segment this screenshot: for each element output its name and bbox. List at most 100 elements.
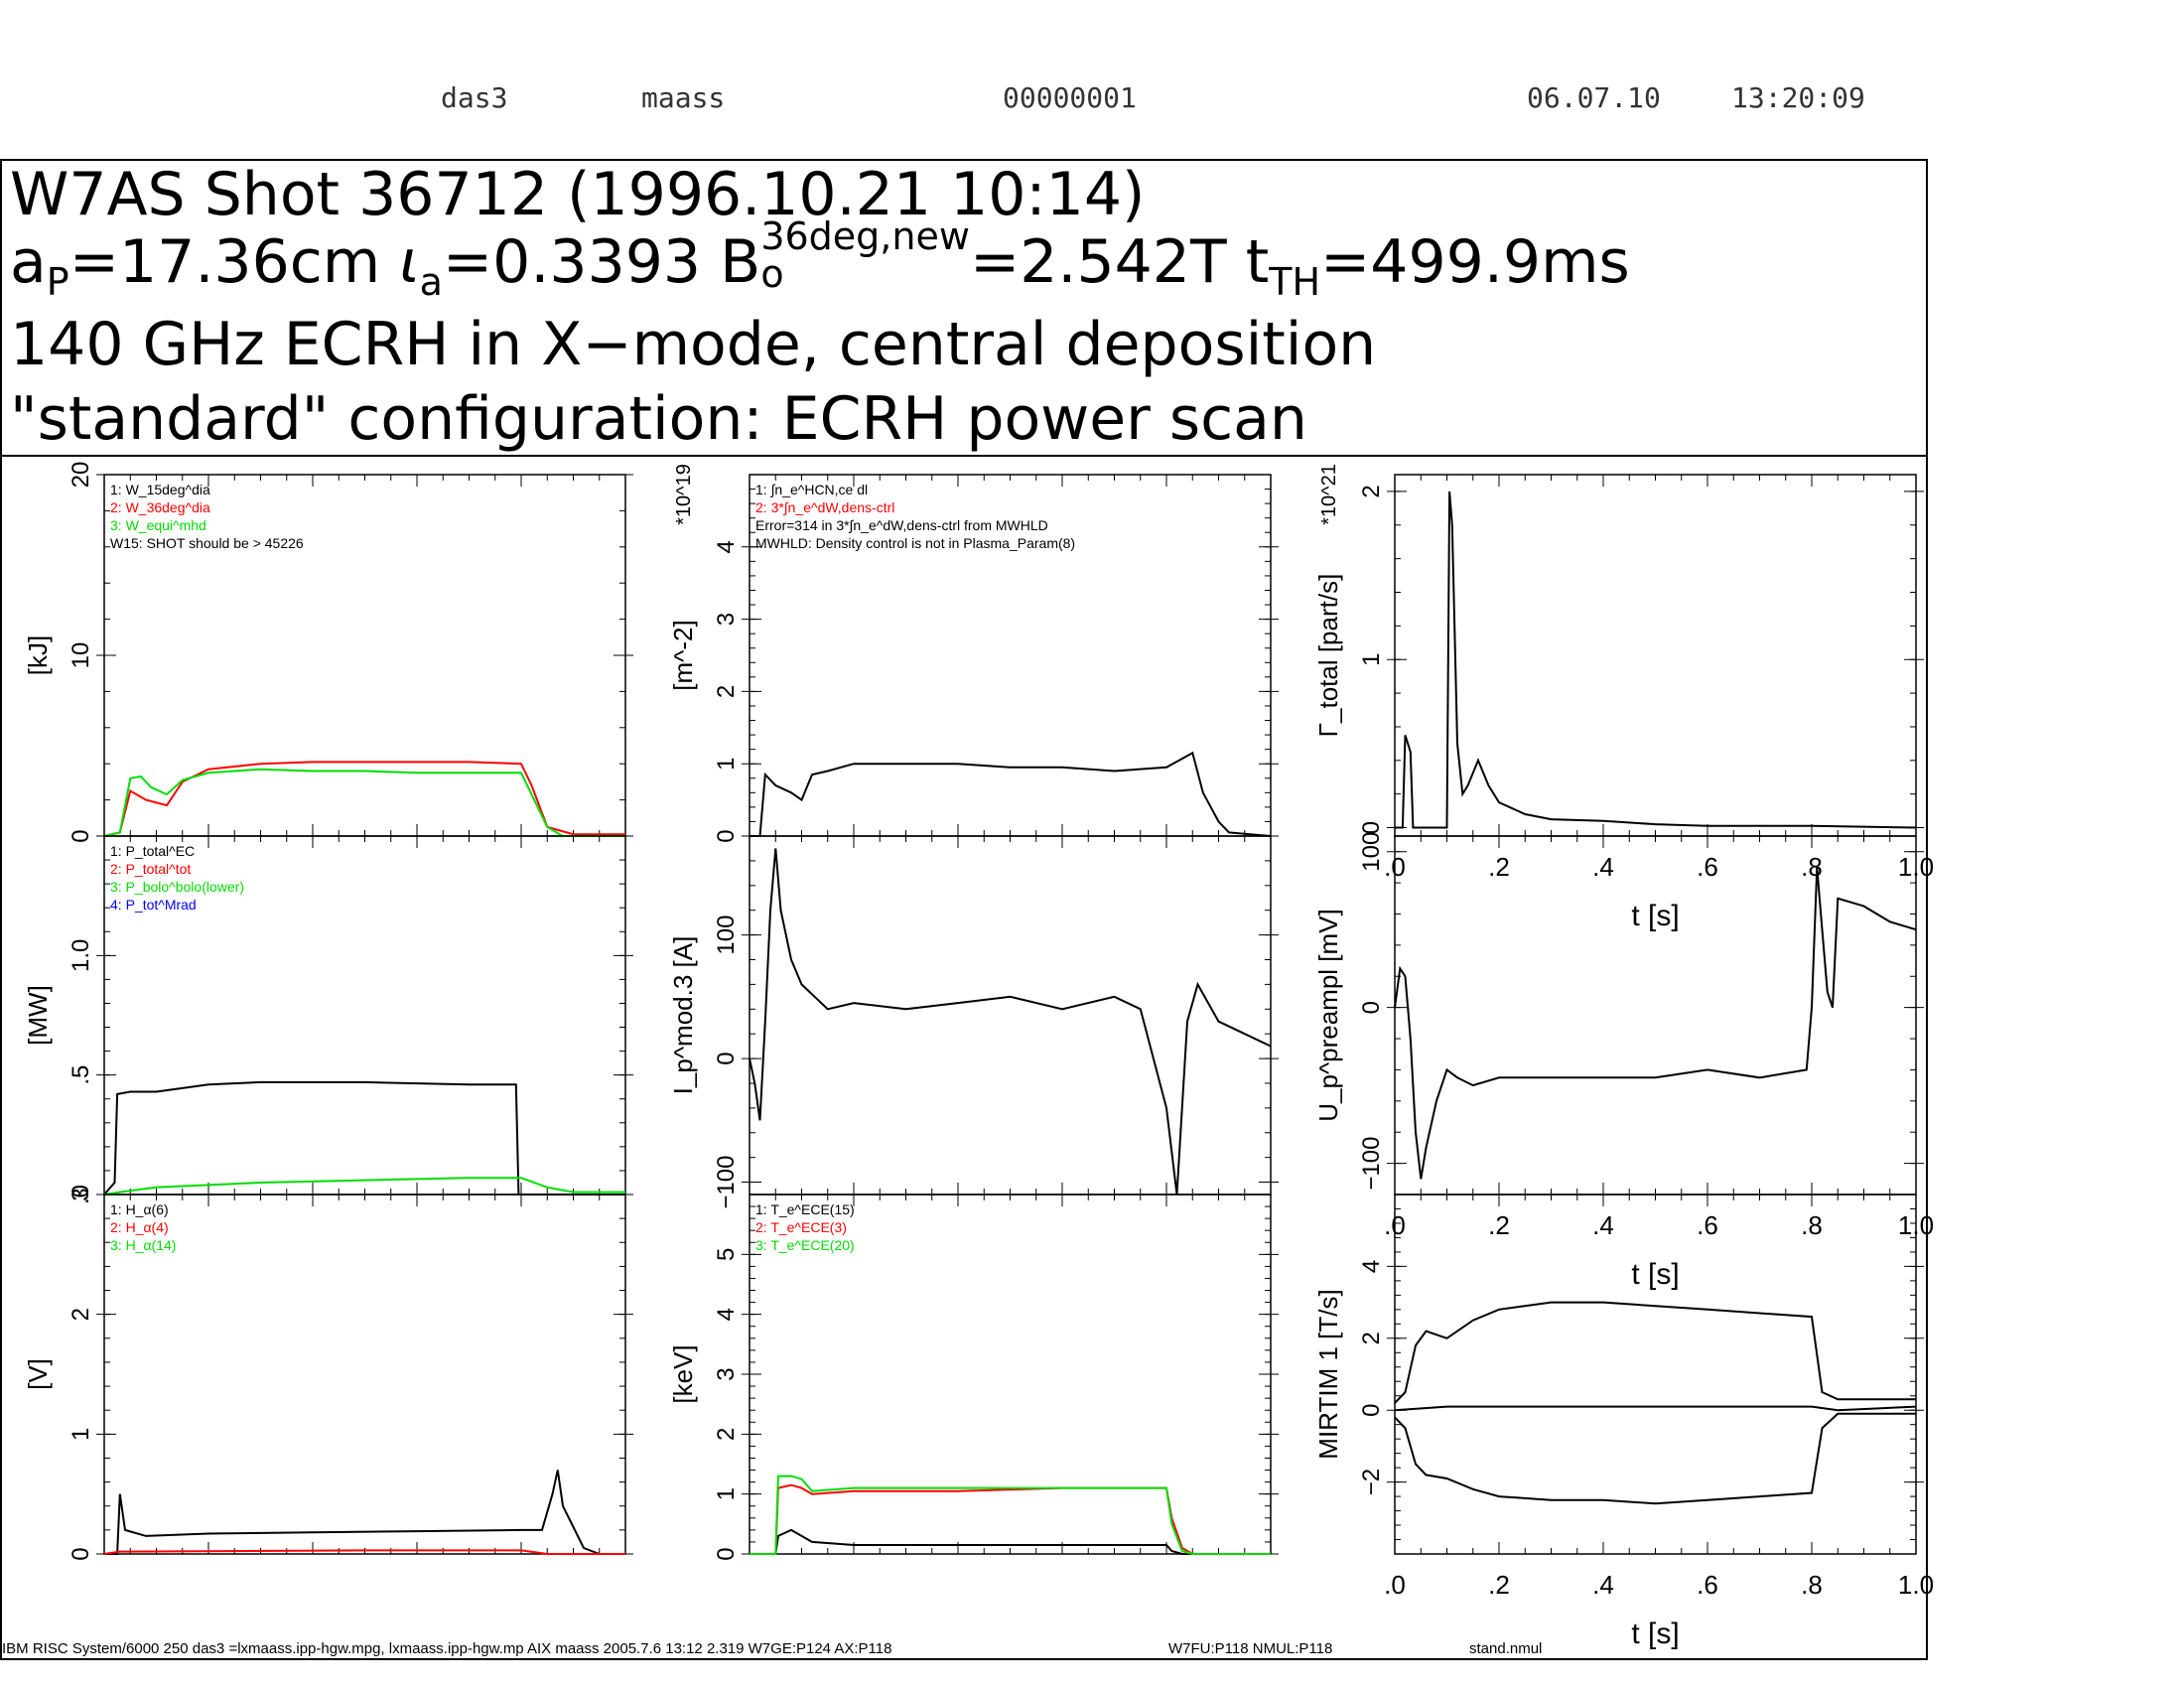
p21-yticklabel: 4 [713,540,740,553]
p23-yticklabel: 3 [713,1367,740,1380]
p13-frame [103,1194,626,1555]
plot-frame [0,456,1928,1660]
p31-ylabel: Γ_total [part/s] [1313,574,1343,738]
p11-legend-2: 2: W_36deg^dia [110,499,210,515]
p13-series-0 [104,1470,625,1555]
p31-xticklabel: .6 [1697,852,1718,882]
p21-legend-2: 2: 3*∫n_e^dW,dens-ctrl [755,499,894,515]
p31-series-0 [1395,491,1917,829]
p11-legend-3: 3: W_equi^mhd [110,517,206,533]
p33-yticklabel: 0 [1358,1404,1385,1417]
p33-xticklabel: .0 [1384,1570,1406,1600]
p13-legend-2: 2: H_α(4) [110,1219,169,1235]
p21-ylabel: [m^-2] [668,620,698,690]
p22-yticklabel: 0 [713,1052,740,1064]
p33-series-2 [1394,1412,1916,1505]
p13-series-1 [103,1549,625,1555]
p32-xticklabel: .4 [1592,1210,1614,1240]
title-line-3: 140 GHz ECRH in X−mode, central depositi… [10,310,1377,379]
p33-xticklabel: .6 [1697,1570,1718,1600]
p12-legend-3: 3: P_bolo^bolo(lower) [110,879,244,895]
p31-xticklabel: .4 [1592,852,1614,882]
p12-legend-1: 1: P_total^EC [110,843,195,859]
p21-yticklabel: 2 [713,685,740,698]
p33-xticklabel: .2 [1488,1570,1510,1600]
p31-xticklabel: .8 [1801,852,1823,882]
p33-xticklabel: .8 [1801,1570,1823,1600]
p32-frame [1394,835,1917,1196]
p11-series-0 [103,761,625,837]
header-time: 13:20:09 [1731,81,1865,114]
p23-yticklabel: 5 [713,1248,740,1261]
p33-xticklabel: .4 [1592,1570,1614,1600]
p12-yticklabel: .0 [68,1185,94,1204]
p21-note-0: Error=314 in 3*∫n_e^dW,dens-ctrl from MW… [755,517,1048,533]
p21-yticklabel: 1 [713,758,740,771]
p33-yticklabel: 2 [1358,1332,1385,1344]
p32-yticklabel: 0 [1358,1001,1385,1014]
p31-xlabel: t [s] [1631,900,1679,932]
header-host: das3 [441,81,508,114]
p22-yticklabel: 100 [713,915,740,955]
p32-xticklabel: .8 [1801,1210,1823,1240]
p11-note: W15: SHOT should be > 45226 [110,535,304,551]
title-box: W7AS Shot 36712 (1996.10.21 10:14) aP=17… [0,159,1928,457]
p23-yticklabel: 4 [713,1308,740,1321]
p31-xticklabel: .2 [1488,852,1510,882]
p11-legend-1: 1: W_15deg^dia [110,482,210,497]
p22-yticklabel: −100 [713,1156,740,1209]
p23-series-1 [750,1483,1271,1555]
p11-yticklabel: 20 [68,462,94,489]
p31-yticklabel: 1 [1358,653,1385,666]
p31-yscale: *10^21 [1318,464,1340,525]
p13-yticklabel: 1 [68,1428,94,1441]
title-line-2: aP=17.36cm ιa=0.3393 B 36deg,new o =2.542T … [10,214,1630,304]
p21-series-0 [750,751,1272,837]
p12-yticklabel: .5 [68,1065,94,1085]
p33-yticklabel: −2 [1358,1469,1385,1495]
p31-yticklabel: 2 [1358,485,1385,497]
p12-legend-2: 2: P_total^tot [110,861,191,877]
title-line-4: "standard" configuration: ECRH power sca… [10,384,1307,454]
p12-series-0 [103,1080,625,1196]
plot-header: das3 maass 00000001 06.07.10 13:20:09 [0,81,2184,121]
p23-yticklabel: 1 [713,1487,740,1500]
footer-middle: W7FU:P118 NMUL:P118 [1168,1640,1333,1657]
p33-yticklabel: 4 [1358,1260,1385,1273]
p32-yticklabel: 100 [1358,832,1385,872]
p32-ylabel: U_p^preampl [mV] [1313,909,1343,1122]
p23-ylabel: [keV] [668,1344,698,1403]
p11-ylabel: [kJ] [23,635,53,675]
p22-ylabel: I_p^mod.3 [A] [668,936,698,1095]
p21-legend-1: 1: ∫n_e^HCN,ce dl [755,482,868,497]
p12-legend-4: 4: P_tot^Mrad [110,897,197,913]
p33-xticklabel: 1.0 [1898,1570,1934,1600]
p31-frame [1394,474,1917,837]
p23-series-0 [750,1528,1271,1555]
p33-ylabel: MIRTIM 1 [T/s] [1313,1289,1343,1459]
p13-legend-1: 1: H_α(6) [110,1201,169,1217]
title-line-1: W7AS Shot 36712 (1996.10.21 10:14) [10,160,1146,229]
p13-yticklabel: 0 [68,1547,94,1560]
p23-yticklabel: 2 [713,1428,740,1441]
p33-frame [1394,1194,1917,1555]
p12-yticklabel: 1.0 [68,939,94,972]
p11-series-1 [103,768,625,837]
footer-right: stand.nmul [1469,1640,1543,1657]
p32-yticklabel: −100 [1358,1137,1385,1191]
p22-frame [749,835,1272,1196]
p21-yscale: *10^19 [673,464,695,525]
p32-xlabel: t [s] [1631,1258,1679,1291]
p23-legend-1: 1: T_e^ECE(15) [755,1201,855,1217]
p33-xlabel: t [s] [1631,1618,1679,1650]
p21-yticklabel: 3 [713,613,740,626]
p11-yticklabel: 10 [68,642,94,669]
header-date: 06.07.10 [1527,81,1661,114]
p13-legend-3: 3: H_α(14) [110,1237,176,1253]
p13-yticklabel: 2 [68,1308,94,1321]
p11-yticklabel: 0 [68,829,94,842]
p32-series-0 [1394,867,1917,1180]
footer-left: IBM RISC System/6000 250 das3 =lxmaass.i… [2,1640,892,1657]
p21-note-1: MWHLD: Density control is not in Plasma_… [755,535,1075,551]
